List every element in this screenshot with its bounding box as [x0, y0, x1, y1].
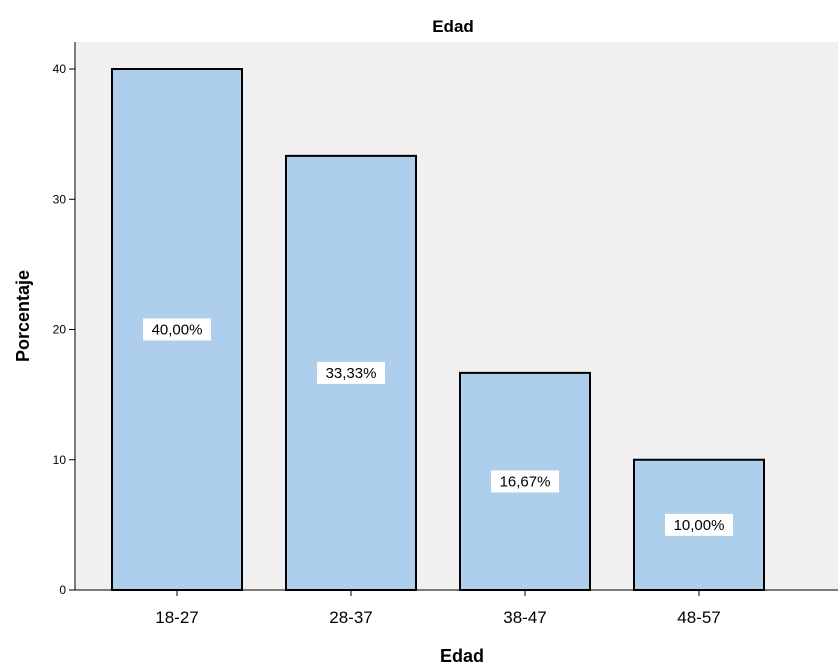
data-label: 10,00%	[674, 517, 725, 534]
y-tick-label: 40	[53, 62, 67, 76]
bar-28-37	[285, 154, 417, 592]
data-label: 33,33%	[326, 365, 377, 382]
x-tick-label: 38-47	[503, 608, 546, 627]
x-tick-label: 28-37	[329, 608, 372, 627]
x-tick-label: 18-27	[155, 608, 198, 627]
data-label-box	[143, 318, 211, 341]
data-label-box	[491, 470, 559, 493]
x-axis-title: Edad	[440, 646, 484, 666]
y-tick-label: 20	[53, 323, 67, 337]
chart-title: Edad	[432, 17, 474, 36]
y-axis-title: Porcentaje	[13, 270, 33, 362]
data-label: 16,67%	[500, 473, 551, 490]
data-label: 40,00%	[152, 322, 203, 339]
data-label-box	[317, 361, 385, 384]
y-tick-label: 0	[59, 583, 66, 597]
data-label-box	[665, 513, 733, 536]
y-tick-label: 10	[53, 453, 67, 467]
x-tick-label: 48-57	[677, 608, 720, 627]
y-tick-label: 30	[53, 192, 67, 206]
